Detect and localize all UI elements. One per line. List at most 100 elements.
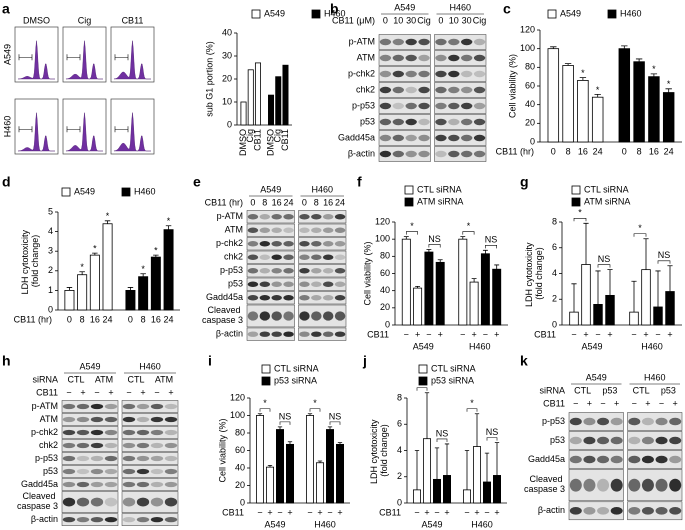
band <box>583 507 596 515</box>
sign-label: + <box>607 329 612 339</box>
error-bar <box>667 265 673 292</box>
y-tick-label: 60 <box>235 445 245 455</box>
band <box>90 468 104 475</box>
y-axis-label: sub G1 portion (%) <box>204 41 214 117</box>
band <box>418 118 430 126</box>
bar <box>492 475 501 504</box>
error-bar <box>484 452 490 482</box>
band <box>150 429 164 436</box>
band <box>448 38 460 46</box>
blot-row-label: β-actin <box>538 505 565 515</box>
band <box>136 442 150 449</box>
band <box>283 331 294 337</box>
blot-strip <box>378 98 431 114</box>
band <box>271 295 282 301</box>
band <box>641 417 654 426</box>
error-bar <box>494 442 500 476</box>
y-tick-label: 8 <box>397 392 402 402</box>
cell-line-label: H460 <box>449 2 471 12</box>
band <box>569 455 582 464</box>
band <box>669 417 682 426</box>
cell-line-label: H460 <box>311 184 333 194</box>
sign-label: + <box>643 329 648 339</box>
bar <box>413 287 423 326</box>
error-bar <box>594 94 601 98</box>
panel-label: h <box>2 353 11 369</box>
bar <box>653 306 663 326</box>
y-tick-label: 80 <box>380 251 390 261</box>
significance-bracket <box>597 264 611 268</box>
bar <box>618 48 631 143</box>
band <box>122 517 136 523</box>
band <box>641 436 654 445</box>
error-bar <box>153 254 159 258</box>
x-tick-label: 0 <box>622 146 627 156</box>
y-tick-label: 100 <box>230 410 245 420</box>
band <box>76 429 90 436</box>
band <box>418 38 430 46</box>
legend-label: p53 siRNA <box>431 375 474 385</box>
lane-label: − <box>600 398 605 408</box>
legend-swatch <box>607 9 617 19</box>
bar <box>462 489 471 504</box>
band <box>392 118 404 126</box>
blot-row-label: chk2 <box>356 84 375 94</box>
blot-strip <box>121 439 179 452</box>
blot-strip <box>121 400 179 413</box>
significance-bracket <box>436 438 448 442</box>
blot-strip <box>298 277 347 291</box>
y-tick-label: 0 <box>385 319 390 329</box>
lane-label: 24 <box>335 197 345 207</box>
panel-label: b <box>330 1 339 17</box>
condition-label: CB11 (hr) <box>205 197 243 207</box>
lane-label: 16 <box>272 197 282 207</box>
band <box>283 311 294 321</box>
band <box>62 468 76 475</box>
legend-swatch <box>261 376 271 386</box>
significance-star: * <box>667 79 671 89</box>
band <box>247 227 259 233</box>
y-tick-label: 0 <box>397 497 402 507</box>
band <box>104 403 118 410</box>
sign-label: − <box>460 329 465 339</box>
bar <box>569 311 579 326</box>
band <box>322 281 334 287</box>
sign-label: + <box>474 507 479 517</box>
error-bar <box>327 426 333 430</box>
band <box>583 478 596 492</box>
band <box>164 442 178 449</box>
band <box>311 254 322 260</box>
band <box>628 507 641 515</box>
band <box>418 54 430 62</box>
y-tick-label: 60 <box>525 80 535 90</box>
band <box>271 331 282 337</box>
blot-row-label: Gadd45a <box>528 454 565 464</box>
lane-label: + <box>80 387 85 397</box>
band <box>392 38 404 46</box>
band <box>76 497 90 507</box>
group-label: H460 <box>469 341 491 351</box>
blot-row-label: ATM <box>40 414 58 424</box>
error-bar <box>165 225 172 230</box>
band <box>259 214 271 220</box>
panel-label: f <box>357 174 362 190</box>
error-bar <box>474 413 480 447</box>
y-tick-label: 1 <box>48 285 53 295</box>
band <box>259 241 271 247</box>
band <box>150 416 164 423</box>
significance-star: * <box>141 264 145 274</box>
band <box>334 281 346 287</box>
lane-label: + <box>645 398 650 408</box>
lane-label: Cig <box>417 15 431 25</box>
lane-label: 16 <box>323 197 333 207</box>
band <box>448 102 460 110</box>
sign-label: − <box>464 507 469 517</box>
band <box>597 436 610 445</box>
band <box>104 517 118 523</box>
significance-label: NS <box>329 411 342 421</box>
band <box>136 481 150 488</box>
blot-strip <box>434 50 487 66</box>
sign-label: + <box>267 507 272 517</box>
band <box>62 481 76 488</box>
blot-strip <box>246 210 295 224</box>
